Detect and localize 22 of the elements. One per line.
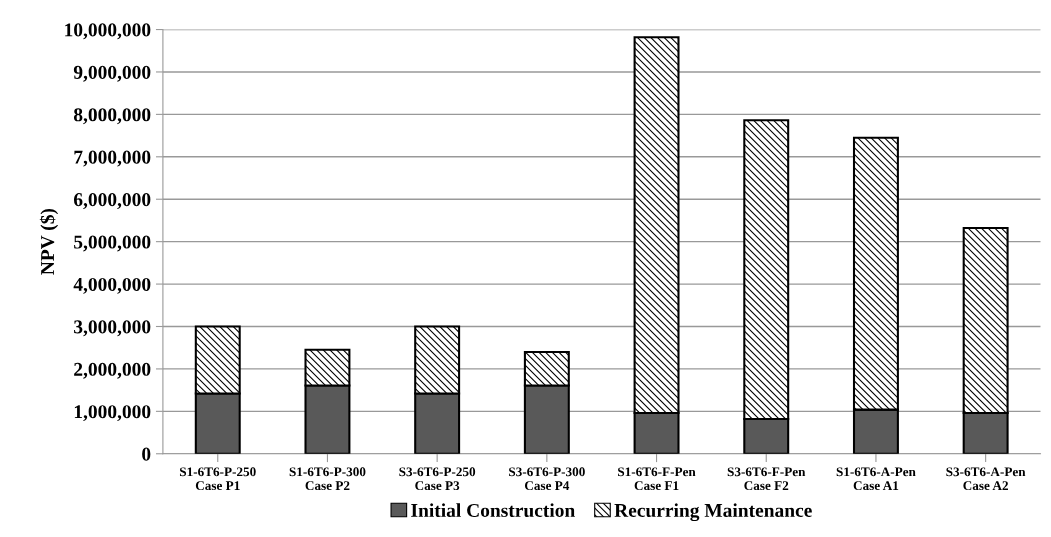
y-tick-label: 7,000,000 — [74, 150, 151, 167]
x-tick-label: S1-6T6-F-Pen Case F1 — [618, 467, 696, 491]
legend-label: Recurring Maintenance — [614, 503, 812, 522]
y-tick-label: 6,000,000 — [73, 193, 151, 209]
y-tick-label: 2,000,000 — [74, 362, 151, 379]
x-tick-label: S1-6T6-A-Pen Case A1 — [836, 467, 916, 491]
y-axis-title: NPV ($) — [39, 208, 59, 275]
y-tick-label: 10,000,000 — [65, 23, 151, 40]
x-tick-label: S1-6T6-P-300 Case P2 — [289, 467, 366, 491]
x-tick-label: S3-6T6-A-Pen Case A2 — [946, 467, 1026, 491]
y-tick-label: 9,000,000 — [73, 65, 151, 82]
x-tick-label: S1-6T6-P-250 Case P1 — [179, 467, 256, 491]
legend-label: Initial Construction — [411, 503, 575, 518]
y-tick-label: 4,000,000 — [73, 277, 151, 294]
y-tick-label: 3,000,000 — [74, 320, 151, 337]
y-tick-label: 0 — [142, 447, 151, 461]
x-tick-label: S3-6T6-P-250 Case P3 — [399, 467, 476, 491]
x-tick-label: S3-6T6-P-300 Case P4 — [509, 467, 585, 491]
y-tick-label: 5,000,000 — [74, 235, 151, 252]
y-tick-label: 8,000,000 — [73, 108, 151, 125]
y-tick-label: 1,000,000 — [74, 405, 151, 422]
x-tick-label: S3-6T6-F-Pen Case F2 — [727, 467, 806, 491]
